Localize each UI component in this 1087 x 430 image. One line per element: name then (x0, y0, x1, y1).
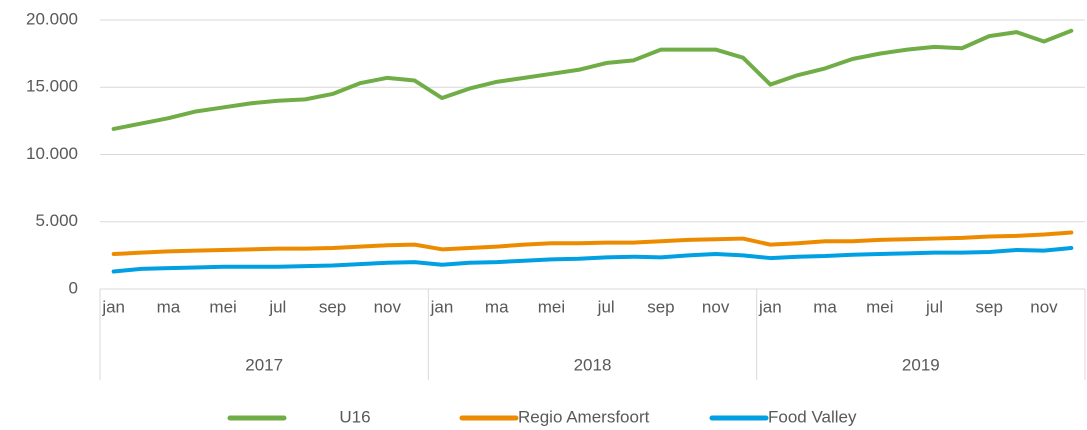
y-tick-label: 5.000 (35, 211, 78, 230)
x-tick-label: jul (597, 297, 615, 316)
y-tick-label: 15.000 (26, 77, 78, 96)
series-line (111, 245, 1074, 274)
x-tick-label: sep (319, 297, 346, 316)
series-line (111, 28, 1074, 131)
series-line (111, 230, 1074, 257)
x-tick-label: sep (976, 297, 1003, 316)
x-tick-label: mei (538, 297, 565, 316)
x-tick-label: jul (925, 297, 943, 316)
x-tick-label: nov (374, 297, 402, 316)
x-tick-label: ma (813, 297, 837, 316)
x-tick-label: ma (485, 297, 509, 316)
group-label: 2018 (574, 355, 612, 374)
y-tick-label: 20.000 (26, 9, 78, 28)
x-tick-label: jan (430, 297, 454, 316)
x-tick-label: mei (209, 297, 236, 316)
x-tick-label: nov (1030, 297, 1058, 316)
group-label: 2019 (902, 355, 940, 374)
legend-label: U16 (339, 407, 370, 426)
x-tick-label: jul (268, 297, 286, 316)
legend-label: Food Valley (768, 407, 857, 426)
x-tick-label: sep (647, 297, 674, 316)
x-tick-label: nov (702, 297, 730, 316)
x-tick-label: mei (866, 297, 893, 316)
x-tick-label: jan (758, 297, 782, 316)
y-tick-label: 10.000 (26, 144, 78, 163)
x-tick-label: jan (101, 297, 125, 316)
x-tick-label: ma (157, 297, 181, 316)
group-label: 2017 (245, 355, 283, 374)
y-tick-label: 0 (69, 278, 78, 297)
legend-label: Regio Amersfoort (518, 407, 650, 426)
